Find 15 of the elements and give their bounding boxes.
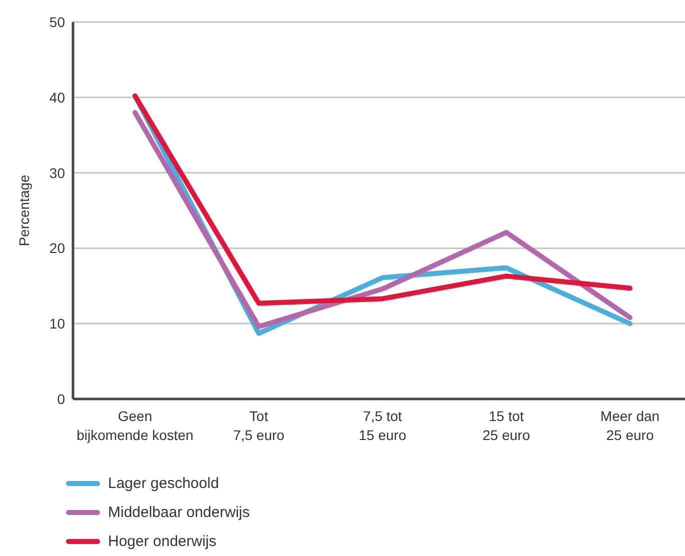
legend-label: Hoger onderwijs <box>108 533 216 550</box>
legend-label: Middelbaar onderwijs <box>108 504 250 521</box>
y-tick-label: 40 <box>49 89 66 106</box>
x-tick-label: Tot 7,5 euro <box>233 408 285 443</box>
y-tick-label: 10 <box>49 316 66 332</box>
x-tick-label: Meer dan 25 euro <box>600 408 660 443</box>
legend-label: Lager geschoold <box>108 475 219 492</box>
y-axis-title: Percentage <box>16 174 32 246</box>
y-tick-label: 20 <box>49 240 66 256</box>
y-tick-label: 50 <box>49 14 66 30</box>
x-tick-label: 7,5 tot 15 euro <box>358 408 406 443</box>
x-tick-label: 15 tot 25 euro <box>482 408 530 443</box>
y-tick-label: 0 <box>57 390 66 407</box>
y-tick-label: 30 <box>49 164 66 181</box>
x-tick-label: Geen bijkomende kosten <box>76 408 194 443</box>
